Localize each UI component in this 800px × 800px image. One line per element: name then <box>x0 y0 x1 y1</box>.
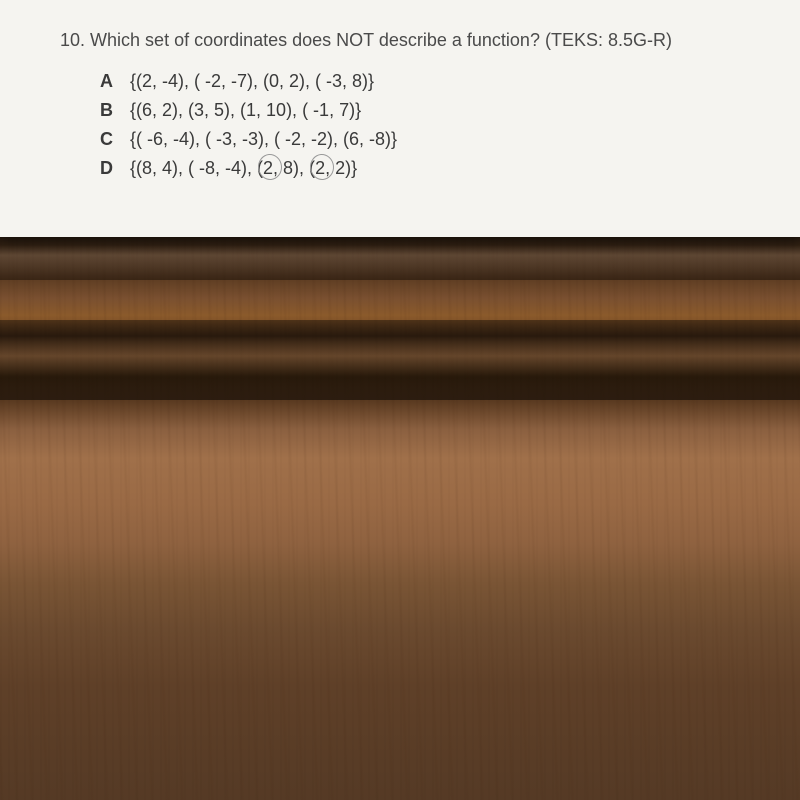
option-text-d: {(8, 4), ( -8, -4), (2, 8), (2, 2)} <box>130 158 357 179</box>
option-b: B {(6, 2), (3, 5), (1, 10), ( -1, 7)} <box>100 100 760 121</box>
option-label-b: B <box>100 100 130 121</box>
wood-molding-top <box>0 230 800 280</box>
option-d-prefix: {(8, 4), ( -8, -4), ( <box>130 158 263 178</box>
wood-molding-mid <box>0 320 800 400</box>
question-text: 10. Which set of coordinates does NOT de… <box>60 30 760 51</box>
option-label-a: A <box>100 71 130 92</box>
circled-number-1: 2 <box>263 158 273 179</box>
question-number: 10. <box>60 30 85 50</box>
options-container: A {(2, -4), ( -2, -7), (0, 2), ( -3, 8)}… <box>100 71 760 179</box>
option-c: C {( -6, -4), ( -3, -3), ( -2, -2), (6, … <box>100 129 760 150</box>
wood-grain-texture <box>0 230 800 800</box>
question-body: Which set of coordinates does NOT descri… <box>90 30 672 50</box>
option-a: A {(2, -4), ( -2, -7), (0, 2), ( -3, 8)} <box>100 71 760 92</box>
wood-table-background <box>0 230 800 800</box>
option-label-c: C <box>100 129 130 150</box>
circled-number-2: 2 <box>315 158 325 179</box>
option-text-b: {(6, 2), (3, 5), (1, 10), ( -1, 7)} <box>130 100 361 121</box>
option-label-d: D <box>100 158 130 179</box>
option-text-c: {( -6, -4), ( -3, -3), ( -2, -2), (6, -8… <box>130 129 397 150</box>
option-text-a: {(2, -4), ( -2, -7), (0, 2), ( -3, 8)} <box>130 71 374 92</box>
paper-document: 10. Which set of coordinates does NOT de… <box>0 0 800 237</box>
option-d: D {(8, 4), ( -8, -4), (2, 8), (2, 2)} <box>100 158 760 179</box>
